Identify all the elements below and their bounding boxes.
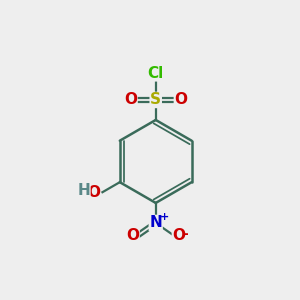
Text: S: S	[150, 92, 161, 107]
Text: Cl: Cl	[148, 66, 164, 81]
Text: H: H	[77, 183, 90, 198]
Text: +: +	[160, 212, 169, 222]
Text: O: O	[124, 92, 137, 107]
Text: O: O	[172, 228, 185, 243]
Text: O: O	[174, 92, 188, 107]
Text: O: O	[87, 185, 100, 200]
Text: O: O	[126, 228, 139, 243]
Text: -: -	[182, 227, 188, 242]
Text: N: N	[149, 215, 162, 230]
